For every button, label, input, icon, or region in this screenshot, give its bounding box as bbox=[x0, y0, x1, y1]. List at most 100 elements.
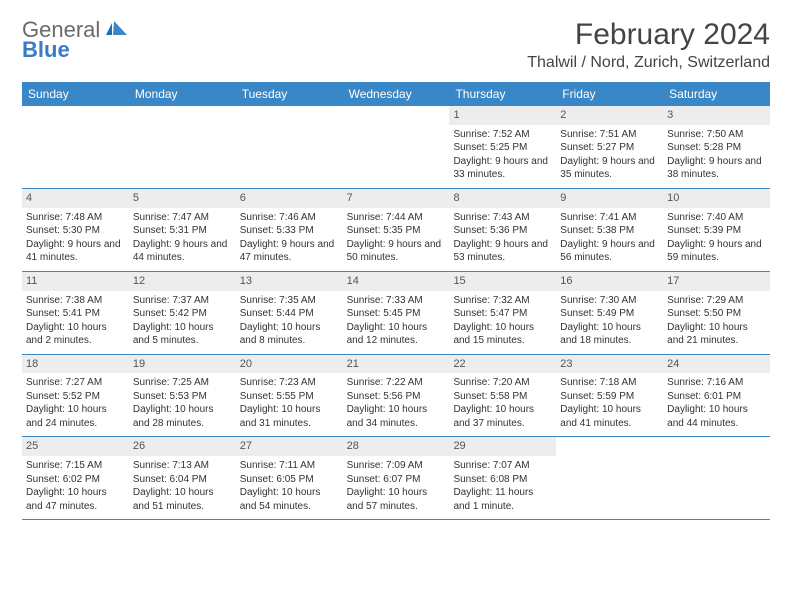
day-cell: 26 Sunrise: 7:13 AMSunset: 6:04 PMDayligh… bbox=[129, 437, 236, 519]
sun-info: Sunrise: 7:30 AMSunset: 5:49 PMDaylight:… bbox=[560, 294, 659, 348]
empty-cell: . bbox=[129, 106, 236, 188]
day-cell: 5 Sunrise: 7:47 AMSunset: 5:31 PMDaylight… bbox=[129, 189, 236, 271]
day-cell: 7 Sunrise: 7:44 AMSunset: 5:35 PMDaylight… bbox=[343, 189, 450, 271]
day-number: 3 bbox=[663, 106, 770, 125]
day-number: 20 bbox=[236, 355, 343, 374]
day-header-tuesday: Tuesday bbox=[236, 82, 343, 106]
day-number: 10 bbox=[663, 189, 770, 208]
day-number: 6 bbox=[236, 189, 343, 208]
week-row: 4Sunrise: 7:48 AMSunset: 5:30 PMDaylight… bbox=[22, 189, 770, 272]
empty-cell: . bbox=[556, 437, 663, 519]
day-header-wednesday: Wednesday bbox=[343, 82, 450, 106]
sun-info: Sunrise: 7:18 AMSunset: 5:59 PMDaylight:… bbox=[560, 376, 659, 430]
day-number: 8 bbox=[449, 189, 556, 208]
day-number: 15 bbox=[449, 272, 556, 291]
day-header-thursday: Thursday bbox=[449, 82, 556, 106]
logo-flag-icon bbox=[106, 21, 128, 40]
day-number: 29 bbox=[449, 437, 556, 456]
day-header-row: SundayMondayTuesdayWednesdayThursdayFrid… bbox=[22, 82, 770, 106]
sun-info: Sunrise: 7:46 AMSunset: 5:33 PMDaylight:… bbox=[240, 211, 339, 265]
day-cell: 9Sunrise: 7:41 AMSunset: 5:38 PMDaylight… bbox=[556, 189, 663, 271]
title-block: February 2024 Thalwil / Nord, Zurich, Sw… bbox=[527, 18, 770, 72]
day-cell: 19 Sunrise: 7:25 AMSunset: 5:53 PMDayligh… bbox=[129, 355, 236, 437]
logo: General Blue bbox=[22, 18, 128, 61]
sun-info: Sunrise: 7:43 AMSunset: 5:36 PMDaylight:… bbox=[453, 211, 552, 265]
sun-info: Sunrise: 7:48 AMSunset: 5:30 PMDaylight:… bbox=[26, 211, 125, 265]
day-cell: 16 Sunrise: 7:30 AMSunset: 5:49 PMDayligh… bbox=[556, 272, 663, 354]
week-row: 11 Sunrise: 7:38 AMSunset: 5:41 PMDayligh… bbox=[22, 272, 770, 355]
day-number: 12 bbox=[129, 272, 236, 291]
day-number: 22 bbox=[449, 355, 556, 374]
day-cell: 11 Sunrise: 7:38 AMSunset: 5:41 PMDayligh… bbox=[22, 272, 129, 354]
day-number: 16 bbox=[556, 272, 663, 291]
empty-cell: . bbox=[22, 106, 129, 188]
sun-info: Sunrise: 7:23 AMSunset: 5:55 PMDaylight:… bbox=[240, 376, 339, 430]
week-row: ....1Sunrise: 7:52 AMSunset: 5:25 PMDayl… bbox=[22, 106, 770, 189]
sun-info: Sunrise: 7:44 AMSunset: 5:35 PMDaylight:… bbox=[347, 211, 446, 265]
sun-info: Sunrise: 7:41 AMSunset: 5:38 PMDaylight:… bbox=[560, 211, 659, 265]
sun-info: Sunrise: 7:20 AMSunset: 5:58 PMDaylight:… bbox=[453, 376, 552, 430]
sun-info: Sunrise: 7:37 AMSunset: 5:42 PMDaylight:… bbox=[133, 294, 232, 348]
day-cell: 1 Sunrise: 7:52 AMSunset: 5:25 PMDaylight… bbox=[449, 106, 556, 188]
day-header-friday: Friday bbox=[556, 82, 663, 106]
day-cell: 15 Sunrise: 7:32 AMSunset: 5:47 PMDayligh… bbox=[449, 272, 556, 354]
day-number: 5 bbox=[129, 189, 236, 208]
sun-info: Sunrise: 7:32 AMSunset: 5:47 PMDaylight:… bbox=[453, 294, 552, 348]
sun-info: Sunrise: 7:52 AMSunset: 5:25 PMDaylight:… bbox=[453, 128, 552, 182]
month-title: February 2024 bbox=[527, 18, 770, 52]
sun-info: Sunrise: 7:40 AMSunset: 5:39 PMDaylight:… bbox=[667, 211, 766, 265]
day-number: 24 bbox=[663, 355, 770, 374]
day-number: 19 bbox=[129, 355, 236, 374]
sun-info: Sunrise: 7:15 AMSunset: 6:02 PMDaylight:… bbox=[26, 459, 125, 513]
week-row: 25 Sunrise: 7:15 AMSunset: 6:02 PMDayligh… bbox=[22, 437, 770, 520]
day-header-saturday: Saturday bbox=[663, 82, 770, 106]
empty-cell: . bbox=[663, 437, 770, 519]
day-cell: 29 Sunrise: 7:07 AMSunset: 6:08 PMDayligh… bbox=[449, 437, 556, 519]
week-row: 18Sunrise: 7:27 AMSunset: 5:52 PMDayligh… bbox=[22, 355, 770, 438]
sun-info: Sunrise: 7:35 AMSunset: 5:44 PMDaylight:… bbox=[240, 294, 339, 348]
day-cell: 3 Sunrise: 7:50 AMSunset: 5:28 PMDaylight… bbox=[663, 106, 770, 188]
sun-info: Sunrise: 7:09 AMSunset: 6:07 PMDaylight:… bbox=[347, 459, 446, 513]
sun-info: Sunrise: 7:13 AMSunset: 6:04 PMDaylight:… bbox=[133, 459, 232, 513]
day-cell: 17 Sunrise: 7:29 AMSunset: 5:50 PMDayligh… bbox=[663, 272, 770, 354]
day-cell: 25 Sunrise: 7:15 AMSunset: 6:02 PMDayligh… bbox=[22, 437, 129, 519]
day-cell: 21 Sunrise: 7:22 AMSunset: 5:56 PMDayligh… bbox=[343, 355, 450, 437]
day-number: 13 bbox=[236, 272, 343, 291]
sun-info: Sunrise: 7:25 AMSunset: 5:53 PMDaylight:… bbox=[133, 376, 232, 430]
day-cell: 4Sunrise: 7:48 AMSunset: 5:30 PMDaylight… bbox=[22, 189, 129, 271]
header: General Blue February 2024 Thalwil / Nor… bbox=[22, 18, 770, 72]
sun-info: Sunrise: 7:29 AMSunset: 5:50 PMDaylight:… bbox=[667, 294, 766, 348]
day-number: 11 bbox=[22, 272, 129, 291]
day-header-sunday: Sunday bbox=[22, 82, 129, 106]
day-number: 23 bbox=[556, 355, 663, 374]
day-number: 17 bbox=[663, 272, 770, 291]
day-cell: 6 Sunrise: 7:46 AMSunset: 5:33 PMDaylight… bbox=[236, 189, 343, 271]
sun-info: Sunrise: 7:51 AMSunset: 5:27 PMDaylight:… bbox=[560, 128, 659, 182]
day-cell: 27Sunrise: 7:11 AMSunset: 6:05 PMDayligh… bbox=[236, 437, 343, 519]
day-cell: 2 Sunrise: 7:51 AMSunset: 5:27 PMDaylight… bbox=[556, 106, 663, 188]
day-number: 21 bbox=[343, 355, 450, 374]
day-cell: 23 Sunrise: 7:18 AMSunset: 5:59 PMDayligh… bbox=[556, 355, 663, 437]
day-number: 7 bbox=[343, 189, 450, 208]
day-cell: 10 Sunrise: 7:40 AMSunset: 5:39 PMDayligh… bbox=[663, 189, 770, 271]
day-number: 25 bbox=[22, 437, 129, 456]
empty-cell: . bbox=[343, 106, 450, 188]
day-cell: 28 Sunrise: 7:09 AMSunset: 6:07 PMDayligh… bbox=[343, 437, 450, 519]
sun-info: Sunrise: 7:16 AMSunset: 6:01 PMDaylight:… bbox=[667, 376, 766, 430]
day-cell: 18Sunrise: 7:27 AMSunset: 5:52 PMDayligh… bbox=[22, 355, 129, 437]
day-number: 28 bbox=[343, 437, 450, 456]
day-number: 2 bbox=[556, 106, 663, 125]
calendar: SundayMondayTuesdayWednesdayThursdayFrid… bbox=[22, 82, 770, 520]
sun-info: Sunrise: 7:47 AMSunset: 5:31 PMDaylight:… bbox=[133, 211, 232, 265]
location: Thalwil / Nord, Zurich, Switzerland bbox=[527, 54, 770, 72]
day-number: 1 bbox=[449, 106, 556, 125]
day-cell: 20 Sunrise: 7:23 AMSunset: 5:55 PMDayligh… bbox=[236, 355, 343, 437]
sun-info: Sunrise: 7:33 AMSunset: 5:45 PMDaylight:… bbox=[347, 294, 446, 348]
sun-info: Sunrise: 7:50 AMSunset: 5:28 PMDaylight:… bbox=[667, 128, 766, 182]
sun-info: Sunrise: 7:38 AMSunset: 5:41 PMDaylight:… bbox=[26, 294, 125, 348]
sun-info: Sunrise: 7:22 AMSunset: 5:56 PMDaylight:… bbox=[347, 376, 446, 430]
day-cell: 24 Sunrise: 7:16 AMSunset: 6:01 PMDayligh… bbox=[663, 355, 770, 437]
sun-info: Sunrise: 7:07 AMSunset: 6:08 PMDaylight:… bbox=[453, 459, 552, 513]
day-number: 26 bbox=[129, 437, 236, 456]
logo-text: General Blue bbox=[22, 18, 128, 61]
